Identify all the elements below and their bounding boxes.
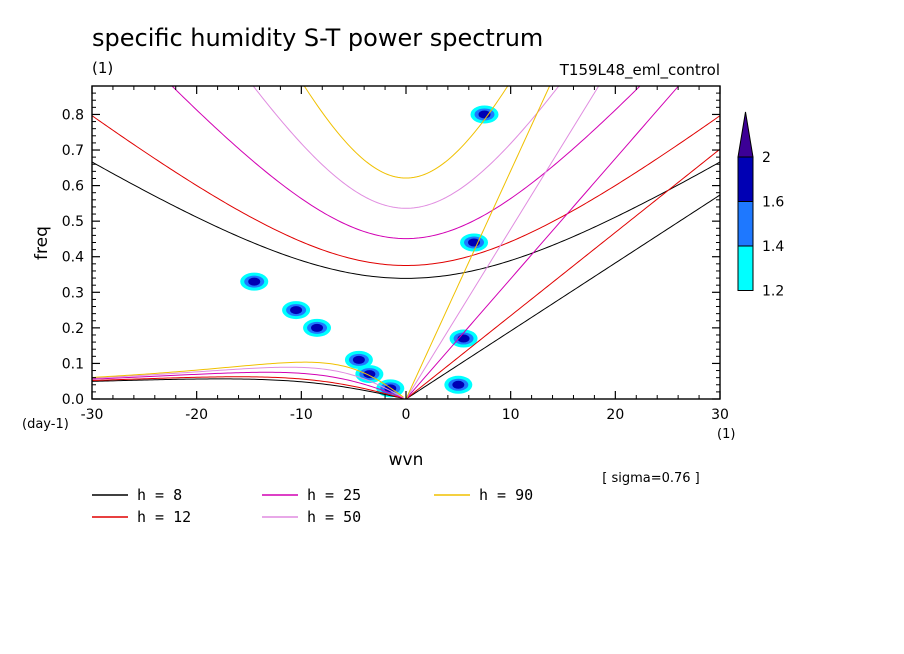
contour-feature	[240, 272, 269, 291]
curve-h25-igw	[171, 86, 641, 240]
colorbar-arrow	[737, 111, 754, 158]
colorbar-segment	[737, 156, 754, 202]
x-tick-label: 30	[711, 407, 729, 423]
legend-label: h = 25	[307, 486, 361, 504]
colorbar: 1.2 1.4 1.6 2	[737, 111, 784, 300]
legend-item: h = 50	[262, 508, 361, 526]
contour-feature	[282, 301, 311, 320]
colorbar-segment	[737, 245, 754, 291]
legend: h = 8 h = 12 h = 25 h = 50 h = 90	[92, 486, 533, 526]
x-axis-label: wvn	[389, 450, 424, 470]
sigma-annotation: [ sigma=0.76 ]	[602, 471, 700, 486]
y-tick-label: 0.0	[62, 392, 84, 408]
legend-item: h = 12	[92, 508, 191, 526]
chart-title: specific humidity S-T power spectrum	[92, 24, 543, 52]
legend-item: h = 25	[262, 486, 361, 504]
legend-item: h = 8	[92, 486, 182, 504]
y-axis-label: freq	[32, 226, 52, 260]
x-tick-label: 0	[402, 407, 411, 423]
y-tick-label: 0.4	[62, 250, 84, 266]
y-tick-label: 0.8	[62, 107, 84, 123]
colorbar-label: 1.6	[762, 195, 784, 211]
curve-h50-kelvin	[405, 86, 600, 399]
curve-h50-er	[92, 366, 404, 399]
y-tick-label: 0.2	[62, 321, 84, 337]
x-tick-label: -20	[185, 407, 208, 423]
y-tick-label: 0.3	[62, 285, 84, 301]
legend-item: h = 90	[434, 486, 533, 504]
y-tick-label: 0.6	[62, 179, 84, 195]
legend-label: h = 50	[307, 508, 361, 526]
y-axis: 0.0 0.1 0.2 0.3 0.4 0.5 0.6 0.7 0.8	[62, 92, 720, 408]
contour-feature	[470, 105, 499, 124]
x-tick-label: 20	[606, 407, 624, 423]
colorbar-segment	[737, 201, 754, 247]
curve-h8-kelvin	[405, 194, 720, 399]
contour-feature	[344, 350, 373, 369]
contour-feature	[460, 233, 489, 252]
y-tick-label: 0.1	[62, 356, 84, 372]
x-tick-label: -30	[81, 407, 104, 423]
contour-feature	[303, 318, 332, 337]
chart-subtitle-right: T159L48_eml_control	[559, 61, 720, 80]
contour-feature	[444, 375, 473, 394]
curve-h12-igw	[92, 115, 720, 266]
legend-label: h = 8	[137, 486, 182, 504]
x-axis: -30 -20 -10 0 10 20 30	[81, 86, 729, 423]
curve-h8-igw	[92, 161, 720, 279]
colorbar-label: 1.2	[762, 284, 784, 300]
y-unit-label: (day-1)	[22, 417, 69, 432]
curve-h90-igw	[303, 86, 509, 179]
curve-h25-kelvin	[405, 86, 680, 399]
chart-subtitle-left: (1)	[92, 59, 113, 77]
curve-h90-er	[92, 361, 404, 398]
y-tick-label: 0.5	[62, 214, 84, 230]
curve-h25-er	[92, 371, 404, 399]
colorbar-label: 2	[762, 150, 771, 166]
x-tick-label: 10	[502, 407, 520, 423]
x-tick-label: -10	[290, 407, 313, 423]
curve-h50-igw	[252, 86, 560, 209]
legend-label: h = 90	[479, 486, 533, 504]
curve-h12-er	[92, 376, 404, 399]
x-unit-label: (1)	[717, 427, 735, 442]
dispersion-curves	[92, 86, 720, 399]
curve-h8-er	[92, 378, 404, 399]
plot-frame	[91, 85, 721, 400]
legend-label: h = 12	[137, 508, 191, 526]
curve-h90-kelvin	[405, 86, 551, 399]
colorbar-label: 1.4	[762, 239, 784, 255]
y-tick-label: 0.7	[62, 143, 84, 159]
curve-h12-kelvin	[405, 148, 720, 399]
